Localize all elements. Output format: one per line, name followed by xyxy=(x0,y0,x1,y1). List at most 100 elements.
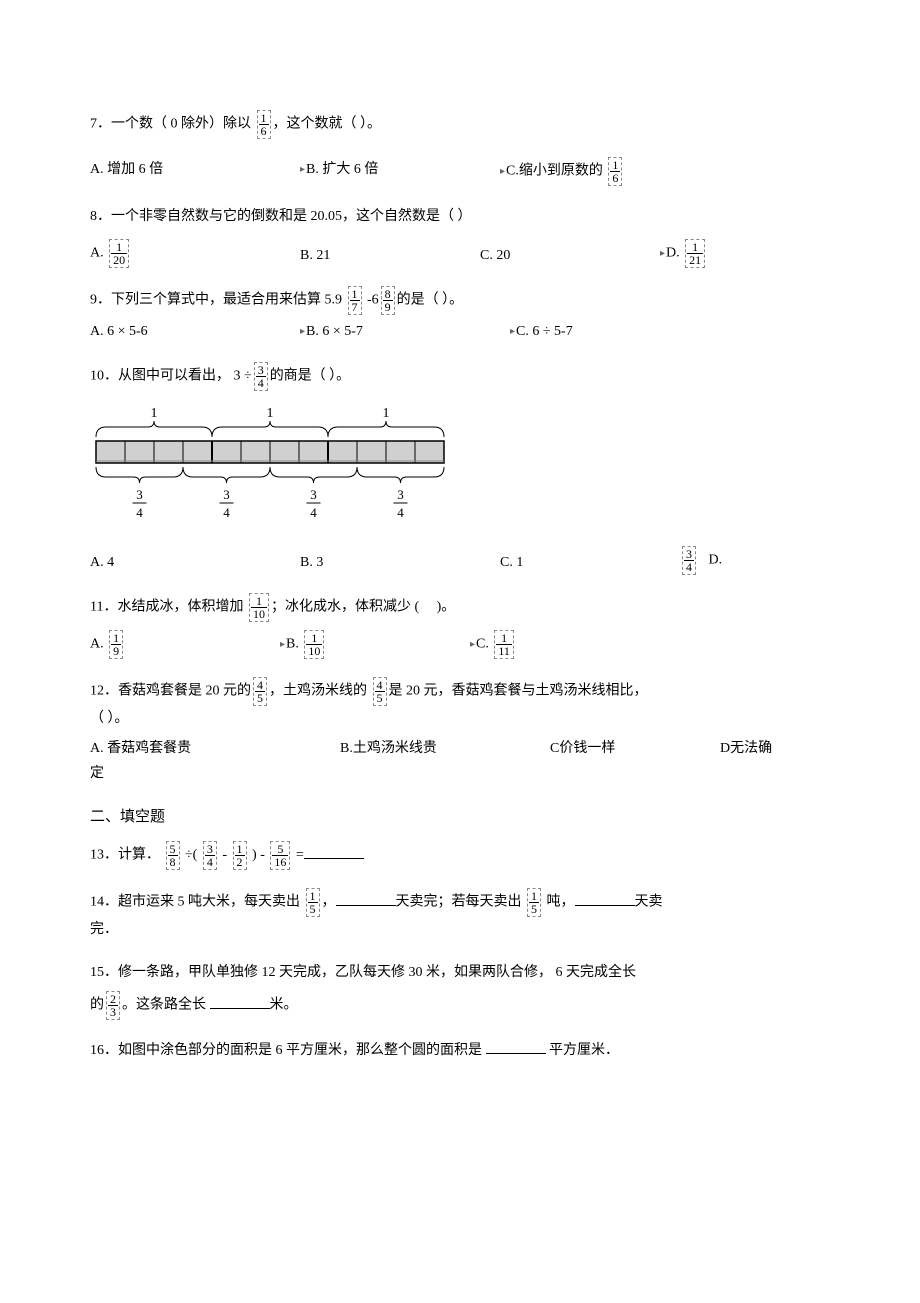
section-2-title: 二、填空题 xyxy=(90,804,830,831)
question-14: 14．超市运来 5 吨大米，每天卖出 15，天卖完；若每天卖出 15 吨，天卖 … xyxy=(90,888,830,942)
q10-frac: 34 xyxy=(254,362,268,391)
question-16: 16．如图中涂色部分的面积是 6 平方厘米，那么整个圆的面积是 平方厘米． xyxy=(90,1038,830,1063)
q7-opt-a: A. 增加 6 倍 xyxy=(90,157,300,186)
q9-stem: 9．下列三个算式中，最适合用来估算 5.9 17 -689的是（ ）。 xyxy=(90,286,830,315)
q12-frac1: 45 xyxy=(253,677,267,706)
q10-diagram-svg: 111 34343434 xyxy=(90,401,450,526)
q11-num: 11． xyxy=(90,600,117,615)
q14-num: 14． xyxy=(90,895,118,910)
q11-opt-b-frac: 110 xyxy=(304,630,324,659)
q11-frac1: 110 xyxy=(249,593,269,622)
q14-text-before: 超市运来 5 吨大米，每天卖出 xyxy=(118,895,304,910)
q8-options: A. 120 B. 21 C. 20 ▸D. 121 xyxy=(90,239,830,268)
q7-fraction: 16 xyxy=(257,110,271,139)
q12-frac2: 45 xyxy=(373,677,387,706)
q9-text-after: 的是（ ）。 xyxy=(397,293,464,308)
question-13: 13．计算． 58 ÷( 34 - 12 ) - 516 = xyxy=(90,841,830,870)
q11-stem: 11．水结成冰，体积增加 110；冰化成水，体积减少 ( )。 xyxy=(90,593,830,622)
svg-text:4: 4 xyxy=(310,505,317,520)
q12-line3: 定 xyxy=(90,761,830,786)
q15-text1: 修一条路，甲队单独修 12 天完成，乙队每天修 30 米，如果两队合修， 6 天… xyxy=(118,965,636,980)
q9-frac1: 17 xyxy=(348,286,362,315)
q10-opt-d-frac: 34 xyxy=(682,546,696,575)
q10-diagram: 111 34343434 xyxy=(90,401,830,526)
q8-opt-d: ▸D. 121 xyxy=(660,239,707,268)
q10-text-after: 的商是（ ）。 xyxy=(270,369,351,384)
q9-opt-b: ▸B. 6 × 5-7 xyxy=(300,319,510,344)
q9-opt-a: A. 6 × 5-6 xyxy=(90,319,300,344)
q10-stem: 10．从图中可以看出， 3 ÷34的商是（ ）。 xyxy=(90,362,830,391)
q8-opt-b: B. 21 xyxy=(300,243,480,268)
q14-blank2 xyxy=(575,892,635,906)
q9-num: 9． xyxy=(90,293,111,308)
q15-line2: 的23。这条路全长 米。 xyxy=(90,991,830,1020)
q12-text-before: 香菇鸡套餐是 20 元的 xyxy=(118,684,251,699)
q11-opt-b: ▸B. 110 xyxy=(280,630,470,659)
svg-text:1: 1 xyxy=(383,406,390,421)
q12-opt-a: A. 香菇鸡套餐贵 xyxy=(90,736,340,761)
q13-num: 13． xyxy=(90,848,118,863)
q15-line1: 15．修一条路，甲队单独修 12 天完成，乙队每天修 30 米，如果两队合修， … xyxy=(90,960,830,985)
q14-frac2: 15 xyxy=(527,888,541,917)
svg-text:3: 3 xyxy=(223,487,230,502)
q8-opt-a: A. 120 xyxy=(90,239,300,268)
question-10: 10．从图中可以看出， 3 ÷34的商是（ ）。 111 34343434 A.… xyxy=(90,362,830,575)
svg-text:3: 3 xyxy=(136,487,143,502)
q10-opt-d: 34 D. xyxy=(680,546,722,575)
q14-blank1 xyxy=(336,892,396,906)
q14-frac1: 15 xyxy=(306,888,320,917)
q12-num: 12． xyxy=(90,684,118,699)
q12-text-after: 是 20 元，香菇鸡套餐与土鸡汤米线相比， xyxy=(389,684,648,699)
q11-text-before: 水结成冰，体积增加 xyxy=(117,600,247,615)
question-9: 9．下列三个算式中，最适合用来估算 5.9 17 -689的是（ ）。 A. 6… xyxy=(90,286,830,344)
q7-options: A. 增加 6 倍 ▸B. 扩大 6 倍 ▸C.缩小到原数的 16 xyxy=(90,157,830,186)
q9-opt-c: ▸C. 6 ÷ 5-7 xyxy=(510,319,573,344)
q12-stem: 12．香菇鸡套餐是 20 元的45，土鸡汤米线的 45是 20 元，香菇鸡套餐与… xyxy=(90,677,830,706)
q7-opt-c: ▸C.缩小到原数的 16 xyxy=(500,157,624,186)
q9-options: A. 6 × 5-6 ▸B. 6 × 5-7 ▸C. 6 ÷ 5-7 xyxy=(90,319,830,344)
q13-frac3: 12 xyxy=(233,841,247,870)
q9-frac2: 89 xyxy=(381,286,395,315)
svg-text:1: 1 xyxy=(267,406,274,421)
q7-opt-b: ▸B. 扩大 6 倍 xyxy=(300,157,500,186)
q7-text-after: ，这个数就（ ）。 xyxy=(273,117,382,132)
q12-opt-d: D无法确 xyxy=(720,736,772,761)
q16-stem: 16．如图中涂色部分的面积是 6 平方厘米，那么整个圆的面积是 平方厘米． xyxy=(90,1038,830,1063)
question-15: 15．修一条路，甲队单独修 12 天完成，乙队每天修 30 米，如果两队合修， … xyxy=(90,960,830,1020)
q15-num: 15． xyxy=(90,965,118,980)
question-11: 11．水结成冰，体积增加 110；冰化成水，体积减少 ( )。 A. 19 ▸B… xyxy=(90,593,830,659)
q13-frac4: 516 xyxy=(270,841,290,870)
q11-opt-a-frac: 19 xyxy=(109,630,123,659)
question-12: 12．香菇鸡套餐是 20 元的45，土鸡汤米线的 45是 20 元，香菇鸡套餐与… xyxy=(90,677,830,786)
q8-opt-c: C. 20 xyxy=(480,243,660,268)
svg-text:3: 3 xyxy=(310,487,317,502)
q14-stem: 14．超市运来 5 吨大米，每天卖出 15，天卖完；若每天卖出 15 吨，天卖 xyxy=(90,888,830,917)
q12-text-mid1: ，土鸡汤米线的 xyxy=(269,684,371,699)
q10-num: 10． xyxy=(90,369,118,384)
q7-num: 7． xyxy=(90,117,111,132)
q14-line2: 完． xyxy=(90,917,830,942)
q13-frac1: 58 xyxy=(166,841,180,870)
q8-text: 一个非零自然数与它的倒数和是 20.05，这个自然数是（ ） xyxy=(111,209,472,224)
q10-options: A. 4 B. 3 C. 1 34 D. xyxy=(90,546,830,575)
q11-options: A. 19 ▸B. 110 ▸C. 111 xyxy=(90,630,830,659)
svg-text:4: 4 xyxy=(136,505,143,520)
q16-text-before: 如图中涂色部分的面积是 6 平方厘米，那么整个圆的面积是 xyxy=(118,1043,486,1058)
q10-opt-a: A. 4 xyxy=(90,550,300,575)
q13-blank xyxy=(304,845,364,859)
q16-num: 16． xyxy=(90,1043,118,1058)
q16-text-after: 平方厘米． xyxy=(546,1043,620,1058)
q8-opt-d-frac: 121 xyxy=(685,239,705,268)
q7-opt-c-frac: 16 xyxy=(608,157,622,186)
q12-opt-b: B.土鸡汤米线贵 xyxy=(340,736,550,761)
q15-blank xyxy=(210,995,270,1009)
q8-num: 8． xyxy=(90,209,111,224)
q7-stem: 7．一个数（ 0 除外）除以 16，这个数就（ ）。 xyxy=(90,110,830,139)
svg-text:4: 4 xyxy=(397,505,404,520)
q12-options: A. 香菇鸡套餐贵 B.土鸡汤米线贵 C价钱一样 D无法确 xyxy=(90,736,830,761)
q12-line2: （ ）。 xyxy=(90,706,830,731)
q15-frac: 23 xyxy=(106,991,120,1020)
svg-text:3: 3 xyxy=(397,487,404,502)
q8-opt-a-frac: 120 xyxy=(109,239,129,268)
q11-opt-a: A. 19 xyxy=(90,630,280,659)
